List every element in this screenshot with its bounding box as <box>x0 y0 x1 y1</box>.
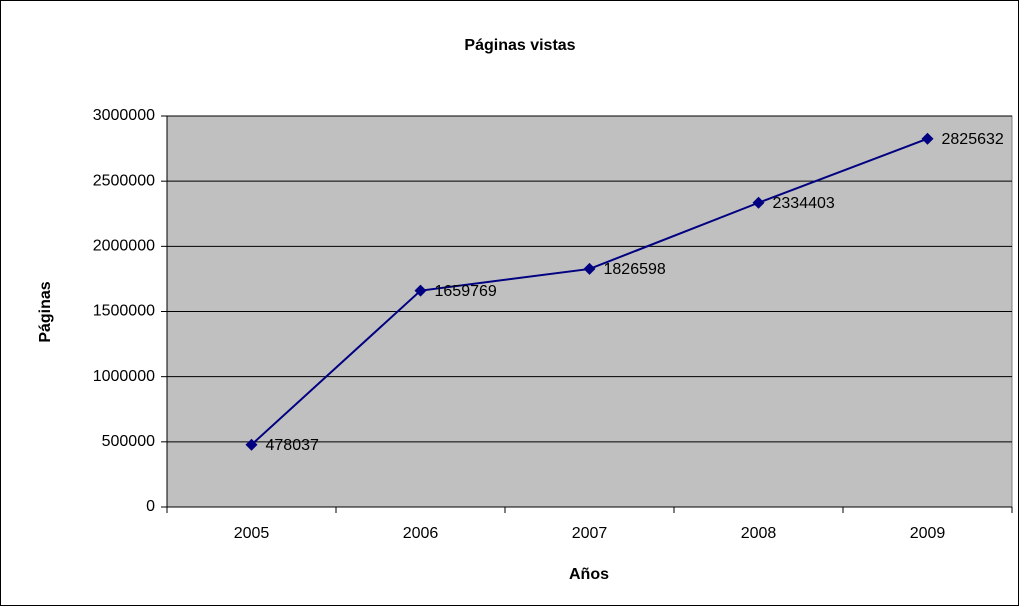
marker <box>921 132 934 145</box>
data-label: 2334403 <box>773 195 835 212</box>
marker <box>583 262 596 275</box>
y-tick-label: 2500000 <box>93 172 155 189</box>
y-tick-label: 3000000 <box>93 107 155 124</box>
x-tick-label: 2005 <box>234 525 270 542</box>
y-tick-label: 500000 <box>102 433 155 450</box>
marker <box>752 196 765 209</box>
y-axis-label: Páginas <box>37 281 54 342</box>
y-tick-label: 1500000 <box>93 303 155 320</box>
x-tick-label: 2007 <box>572 525 608 542</box>
chart-title: Páginas vistas <box>464 37 575 54</box>
y-tick-label: 2000000 <box>93 238 155 255</box>
x-axis-label: Años <box>569 566 609 583</box>
marker <box>414 284 427 297</box>
data-label: 1826598 <box>604 261 666 278</box>
y-tick-label: 0 <box>146 498 155 515</box>
data-label: 478037 <box>266 437 319 454</box>
data-label: 1659769 <box>435 283 497 300</box>
x-tick-label: 2009 <box>910 525 946 542</box>
data-label: 2825632 <box>942 131 1004 148</box>
x-tick-label: 2008 <box>741 525 777 542</box>
marker <box>245 438 258 451</box>
x-tick-label: 2006 <box>403 525 439 542</box>
y-tick-label: 1000000 <box>93 368 155 385</box>
